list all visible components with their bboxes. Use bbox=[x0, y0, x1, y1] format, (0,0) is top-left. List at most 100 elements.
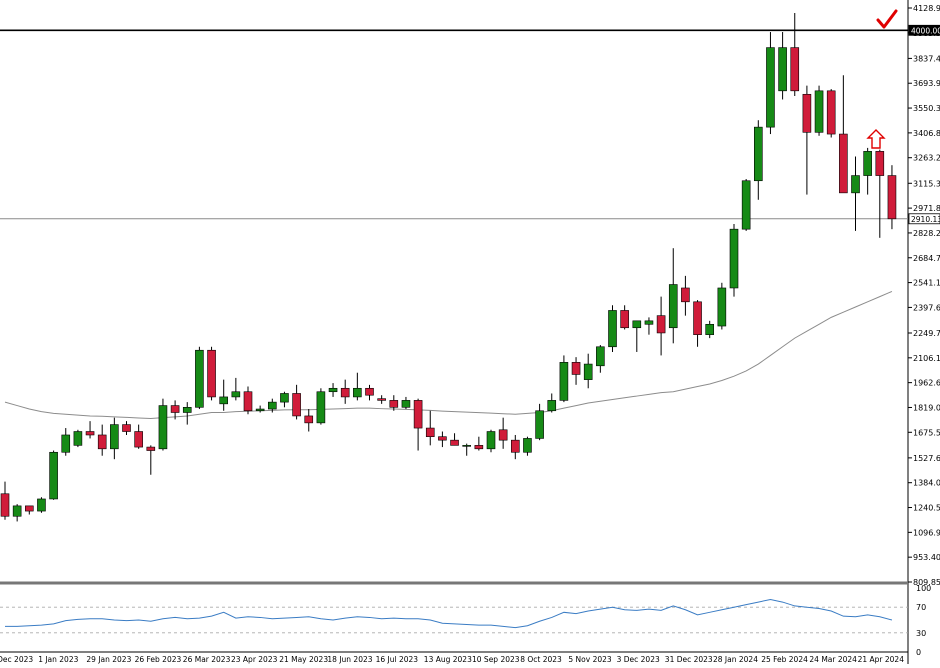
candle[interactable] bbox=[705, 320, 715, 339]
candle[interactable] bbox=[365, 384, 374, 401]
candle[interactable] bbox=[535, 403, 544, 441]
candle[interactable] bbox=[24, 505, 34, 515]
candle[interactable] bbox=[219, 379, 228, 411]
candle[interactable] bbox=[450, 433, 459, 446]
candle[interactable] bbox=[73, 429, 83, 448]
price-tick-label: 1819.05 bbox=[913, 403, 940, 412]
candle[interactable] bbox=[583, 353, 593, 389]
candle[interactable] bbox=[547, 393, 557, 413]
candle[interactable] bbox=[620, 305, 629, 330]
candle-body bbox=[644, 320, 654, 325]
candle[interactable] bbox=[122, 421, 131, 435]
candle[interactable] bbox=[61, 428, 71, 456]
candle[interactable] bbox=[158, 398, 168, 451]
candle[interactable] bbox=[875, 149, 885, 238]
candle-body bbox=[292, 393, 301, 417]
candle[interactable] bbox=[863, 147, 872, 195]
candle[interactable] bbox=[243, 386, 253, 415]
candle[interactable] bbox=[802, 85, 812, 195]
candle[interactable] bbox=[462, 443, 472, 456]
candle[interactable] bbox=[571, 357, 581, 385]
candle[interactable] bbox=[510, 434, 520, 460]
candle[interactable] bbox=[170, 400, 180, 420]
candle[interactable] bbox=[37, 497, 46, 513]
candle[interactable] bbox=[668, 248, 678, 344]
candle[interactable] bbox=[85, 421, 95, 439]
candle[interactable] bbox=[389, 395, 399, 411]
candle-body bbox=[37, 498, 46, 512]
candle[interactable] bbox=[596, 345, 605, 373]
candle[interactable] bbox=[729, 223, 739, 297]
candle[interactable] bbox=[49, 450, 58, 500]
candle-body bbox=[474, 445, 484, 450]
candle-body bbox=[753, 126, 763, 182]
candle-body bbox=[377, 398, 386, 401]
candle-body bbox=[559, 362, 569, 401]
candle[interactable] bbox=[267, 398, 277, 413]
candle[interactable] bbox=[292, 384, 301, 420]
candle[interactable] bbox=[182, 402, 192, 425]
candle[interactable] bbox=[656, 296, 666, 356]
candle[interactable] bbox=[741, 179, 751, 231]
candle[interactable] bbox=[814, 85, 824, 136]
candle-body bbox=[693, 301, 702, 335]
candle[interactable] bbox=[304, 409, 314, 432]
candle[interactable] bbox=[231, 377, 241, 401]
candle[interactable] bbox=[12, 504, 22, 522]
candle-body bbox=[219, 396, 228, 405]
candle[interactable] bbox=[207, 346, 216, 401]
candle[interactable] bbox=[632, 320, 642, 352]
candle[interactable] bbox=[438, 431, 447, 448]
candle[interactable] bbox=[498, 417, 508, 449]
candle[interactable] bbox=[778, 32, 787, 100]
candle[interactable] bbox=[401, 396, 411, 410]
candle[interactable] bbox=[146, 445, 156, 475]
candle-body bbox=[389, 400, 399, 408]
candle[interactable] bbox=[328, 383, 338, 397]
candle[interactable] bbox=[316, 388, 326, 425]
candle[interactable] bbox=[851, 156, 860, 231]
candle[interactable] bbox=[0, 481, 10, 520]
oscillator-panel: 100 70 30 0 bbox=[0, 584, 931, 657]
candle[interactable] bbox=[608, 305, 617, 352]
candle[interactable] bbox=[413, 398, 423, 451]
candle[interactable] bbox=[340, 379, 350, 404]
candle[interactable] bbox=[766, 32, 775, 135]
candle[interactable] bbox=[255, 405, 265, 413]
candle[interactable] bbox=[887, 165, 897, 230]
candle-body bbox=[608, 310, 617, 348]
candle[interactable] bbox=[790, 12, 800, 97]
candle[interactable] bbox=[826, 89, 836, 138]
candle-body bbox=[146, 446, 156, 451]
candle[interactable] bbox=[195, 346, 204, 410]
candle-body bbox=[596, 346, 605, 367]
candle[interactable] bbox=[717, 282, 727, 330]
price-tick-label: 953.40 bbox=[913, 553, 940, 562]
candle[interactable] bbox=[353, 372, 362, 401]
time-tick-label: 24 Mar 2024 bbox=[809, 655, 857, 664]
candle[interactable] bbox=[753, 120, 763, 200]
candle[interactable] bbox=[693, 300, 702, 347]
candle[interactable] bbox=[134, 424, 143, 449]
price-tick-label: 2249.70 bbox=[913, 329, 940, 338]
candle[interactable] bbox=[280, 391, 289, 408]
price-tick-label: 2106.15 bbox=[913, 354, 940, 363]
candle[interactable] bbox=[559, 355, 569, 403]
candle[interactable] bbox=[110, 417, 119, 460]
candle-body bbox=[717, 287, 727, 327]
candle-body bbox=[340, 387, 350, 398]
candle[interactable] bbox=[523, 436, 532, 456]
candle[interactable] bbox=[425, 410, 435, 446]
candle[interactable] bbox=[486, 429, 496, 453]
candle[interactable] bbox=[377, 395, 386, 404]
candle[interactable] bbox=[474, 436, 484, 451]
time-tick-label: 25 Feb 2024 bbox=[761, 655, 808, 664]
candle[interactable] bbox=[644, 317, 654, 335]
candle[interactable] bbox=[839, 75, 848, 194]
candle[interactable] bbox=[97, 424, 107, 456]
candle[interactable] bbox=[681, 275, 690, 316]
oscillator-tick-label: 100 bbox=[916, 584, 931, 593]
